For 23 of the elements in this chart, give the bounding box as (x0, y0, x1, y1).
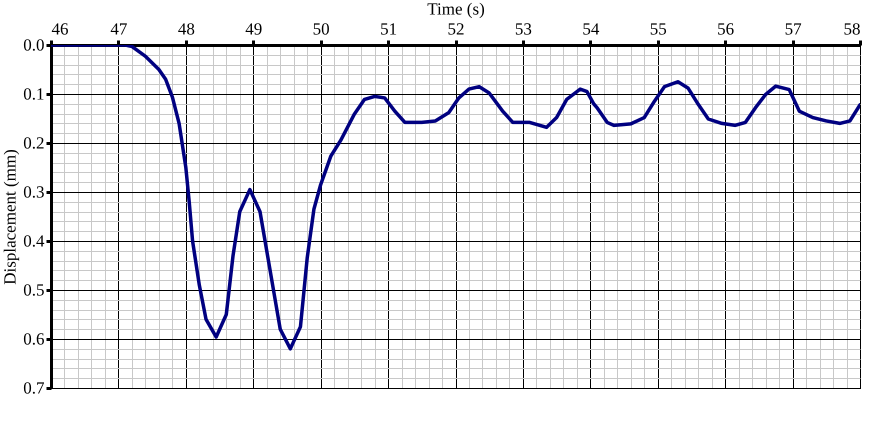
y-tick-label: 0.1 (23, 84, 44, 104)
y-tick-label: 0.0 (23, 36, 44, 54)
y-tick-label: 0.2 (23, 134, 44, 152)
x-axis-title: Time (s) (427, 0, 485, 18)
x-tick-label: 47 (110, 20, 128, 38)
x-tick-label: 55 (650, 20, 667, 38)
x-tick-label: 50 (312, 20, 330, 38)
y-axis-title: Displacement (mm) (0, 149, 20, 285)
x-tick-label: 57 (784, 20, 802, 38)
x-tick-label: 49 (245, 20, 262, 38)
x-tick-label: 58 (844, 20, 860, 38)
y-tick-label: 0.3 (23, 182, 44, 202)
y-tick-label: 0.4 (23, 232, 45, 250)
x-tick-label: 51 (380, 20, 398, 38)
y-tick-label: 0.7 (23, 378, 45, 398)
x-tick-label: 46 (52, 20, 68, 38)
x-tick-label: 52 (448, 20, 464, 38)
y-tick-label: 0.5 (23, 280, 44, 300)
y-tick-label: 0.6 (23, 330, 44, 348)
x-tick-label: 48 (178, 20, 195, 38)
x-tick-label: 53 (514, 20, 532, 38)
x-tick-label: 54 (582, 20, 600, 38)
x-tick-label: 56 (717, 20, 734, 38)
